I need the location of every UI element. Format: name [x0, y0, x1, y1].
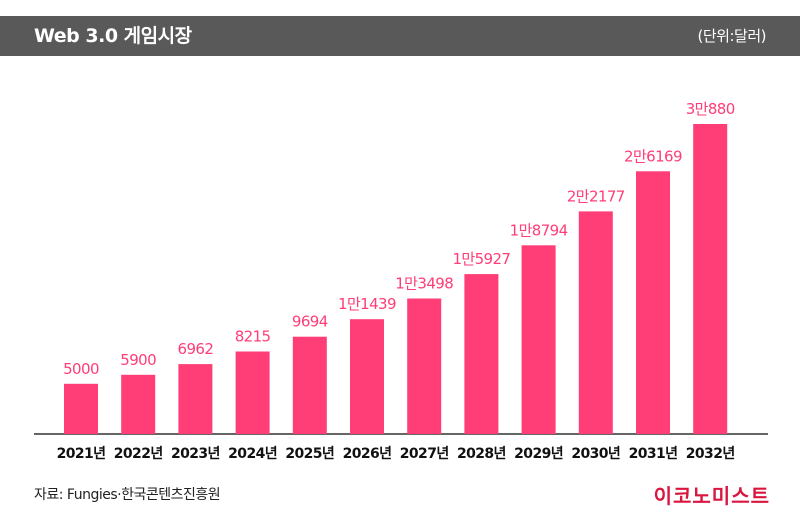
bar-2032년	[693, 124, 728, 434]
x-tick-label-2031년: 2031년	[629, 446, 678, 462]
bar-2028년	[464, 274, 499, 434]
value-label-2021년: 5000	[63, 360, 99, 378]
x-tick-label-2028년: 2028년	[457, 446, 506, 462]
value-label-2022년: 5900	[120, 351, 156, 369]
bar-2025년	[292, 336, 327, 434]
value-label-2023년: 6962	[178, 340, 214, 358]
x-tick-label-2026년: 2026년	[343, 446, 392, 462]
value-label-2024년: 8215	[235, 328, 271, 346]
bar-2027년	[407, 298, 442, 434]
x-tick-label-2029년: 2029년	[514, 446, 563, 462]
bar-2029년	[521, 245, 556, 434]
chart-title: Web 3.0 게임시장	[34, 25, 192, 47]
value-label-2032년: 3만880	[686, 100, 735, 118]
bar-2026년	[350, 319, 384, 434]
value-label-2025년: 9694	[292, 313, 328, 331]
title-bar: Web 3.0 게임시장 (단위:달러)	[0, 16, 800, 56]
x-tick-label-2030년: 2030년	[571, 446, 620, 462]
value-label-2026년: 1만1439	[338, 295, 396, 313]
x-tick-label-2025년: 2025년	[285, 446, 334, 462]
value-label-2031년: 2만6169	[624, 147, 682, 165]
unit-label: (단위:달러)	[697, 27, 767, 45]
x-tick-label-2027년: 2027년	[400, 446, 449, 462]
x-tick-label-2024년: 2024년	[228, 446, 277, 462]
publisher-logo: 이코노미스트	[653, 484, 770, 508]
bar-2024년	[235, 351, 270, 434]
bar-2021년	[64, 383, 98, 434]
value-label-2030년: 2만2177	[567, 187, 625, 205]
bar-2030년	[578, 211, 613, 434]
bar-2031년	[636, 171, 670, 435]
value-label-2027년: 1만3498	[395, 275, 453, 293]
source-note: 자료: Fungies·한국콘텐츠진흥원	[34, 487, 221, 503]
value-label-2028년: 1만5927	[452, 250, 510, 268]
bar-2022년	[121, 374, 156, 434]
x-tick-label-2021년: 2021년	[57, 446, 106, 462]
x-tick-label-2023년: 2023년	[171, 446, 220, 462]
bar-2023년	[178, 364, 213, 434]
x-tick-label-2022년: 2022년	[114, 446, 163, 462]
x-tick-label-2032년: 2032년	[686, 446, 735, 462]
value-label-2029년: 1만8794	[510, 221, 568, 239]
